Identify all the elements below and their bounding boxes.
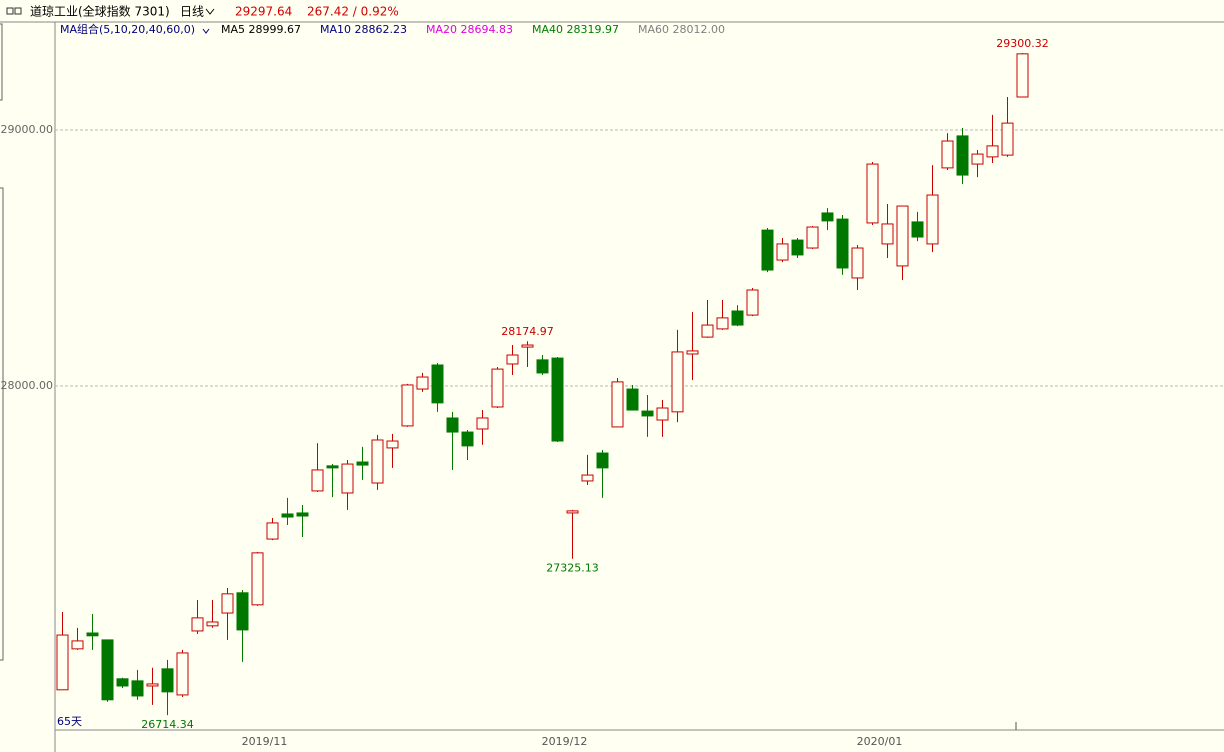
link-icon[interactable]: [6, 7, 14, 15]
candle-body: [401, 384, 414, 427]
candle-body: [776, 243, 789, 261]
candle-body: [506, 354, 519, 365]
x-tick-label: 2019/11: [242, 735, 288, 748]
high-label: 28174.97: [501, 325, 554, 338]
candle-body: [881, 223, 894, 245]
y-tick-label: 28000.00: [1, 379, 54, 392]
candle-body: [836, 218, 849, 269]
candle-body: [146, 683, 159, 687]
candle-body: [191, 617, 204, 632]
price-change: 267.42 / 0.92%: [307, 5, 399, 19]
ma-label: MA40 28319.97: [532, 23, 619, 36]
candle-body: [371, 439, 384, 484]
period-selector[interactable]: 日线: [180, 5, 204, 19]
candle-body: [746, 289, 759, 316]
candle-body: [281, 513, 294, 518]
link-icon[interactable]: [14, 7, 22, 15]
candle-body: [476, 417, 489, 430]
low-label: 26714.34: [141, 718, 194, 731]
low-label: 27325.13: [546, 562, 599, 575]
ma-label: MA10 28862.23: [320, 23, 407, 36]
candle-body: [71, 640, 84, 650]
candle-body: [86, 632, 99, 637]
last-price: 29297.64: [235, 5, 292, 19]
candle-body: [896, 205, 909, 267]
candle-body: [716, 317, 729, 330]
candle-body: [116, 678, 129, 687]
candle-body: [911, 221, 924, 238]
candle-body: [296, 512, 309, 517]
header: 道琼工业(全球指数 7301) 日线 29297.64 267.42 / 0.9…: [6, 4, 399, 19]
candle-body: [446, 417, 459, 433]
candle-body: [236, 592, 249, 631]
candle-body: [791, 239, 804, 256]
candle-body: [611, 381, 624, 428]
candle-body: [536, 359, 549, 374]
candle-body: [971, 153, 984, 165]
candle-body: [596, 452, 609, 469]
candle-body: [356, 461, 369, 466]
candle-body: [386, 440, 399, 449]
ma-label: MA60 28012.00: [638, 23, 725, 36]
candle-body: [521, 344, 534, 348]
candle-body: [1001, 122, 1014, 156]
ma-label: MA20 28694.83: [426, 23, 513, 36]
candle-body: [221, 593, 234, 614]
y-tick-label: 29000.00: [1, 123, 54, 136]
x-tick-label: 2019/12: [542, 735, 588, 748]
candle-body: [686, 350, 699, 355]
candle-body: [311, 469, 324, 492]
candle-body: [866, 163, 879, 224]
ma-group[interactable]: MA组合(5,10,20,40,60,0): [60, 22, 195, 36]
bar-count: 65天: [57, 715, 82, 728]
candle-body: [941, 140, 954, 169]
candle-body: [1016, 53, 1029, 98]
candle-body: [761, 229, 774, 271]
candle-body: [131, 680, 144, 697]
x-tick-label: 2020/01: [857, 735, 903, 748]
instrument-title: 道琼工业(全球指数 7301): [30, 4, 170, 19]
candle-body: [566, 510, 579, 514]
candle-body: [176, 652, 189, 696]
dropdown-arrow[interactable]: [205, 8, 215, 15]
candle-body: [581, 474, 594, 482]
ma-label: MA5 28999.67: [221, 23, 301, 36]
side-panel-edge: [0, 23, 4, 661]
candle-body: [431, 364, 444, 404]
dropdown-arrow[interactable]: [202, 28, 210, 34]
candle-body: [416, 376, 429, 390]
candle-body: [551, 357, 564, 442]
candle-body: [341, 463, 354, 494]
candle-body: [851, 247, 864, 279]
candle-body: [206, 621, 219, 627]
candle-body: [731, 310, 744, 326]
candle-body: [461, 431, 474, 447]
candle-body: [56, 634, 69, 691]
candle-body: [926, 194, 939, 245]
candle-body: [656, 407, 669, 421]
candle-body: [986, 145, 999, 158]
candle-body: [701, 324, 714, 338]
candle-body: [266, 522, 279, 540]
candle-body: [641, 410, 654, 417]
candle-body: [626, 388, 639, 411]
candle-body: [821, 212, 834, 222]
candle-body: [101, 639, 114, 701]
candle-body: [956, 135, 969, 176]
candle-body: [326, 465, 339, 469]
candle-body: [161, 668, 174, 693]
high-label: 29300.32: [996, 37, 1049, 50]
candle-body: [671, 351, 684, 413]
candle-body: [491, 368, 504, 408]
candle-body: [251, 552, 264, 606]
candle-body: [806, 226, 819, 249]
